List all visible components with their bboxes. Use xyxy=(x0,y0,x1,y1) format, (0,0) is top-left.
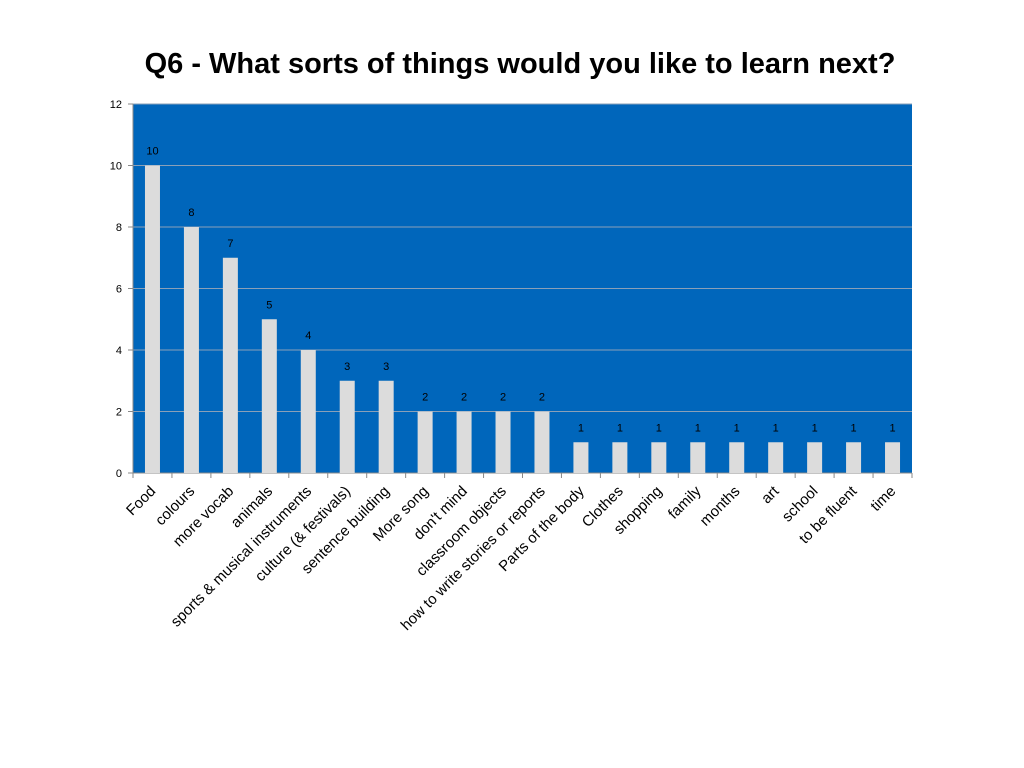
data-label: 1 xyxy=(851,422,857,434)
bar xyxy=(846,442,862,473)
bar xyxy=(534,411,550,473)
chart-title: Q6 - What sorts of things would you like… xyxy=(144,48,896,80)
y-tick-label: 4 xyxy=(116,345,122,357)
data-label: 3 xyxy=(344,361,350,373)
bar xyxy=(339,380,355,473)
data-label: 1 xyxy=(656,422,662,434)
data-label: 4 xyxy=(305,330,311,342)
y-tick-label: 10 xyxy=(110,161,122,173)
bar xyxy=(495,411,511,473)
bar xyxy=(729,442,745,473)
bar xyxy=(573,442,589,473)
category-label: months xyxy=(697,483,744,530)
data-label: 3 xyxy=(383,361,389,373)
bar xyxy=(183,227,199,473)
y-tick-label: 6 xyxy=(116,284,122,296)
bar xyxy=(651,442,667,473)
y-tick-label: 8 xyxy=(116,222,122,234)
category-label: Food xyxy=(123,483,159,519)
data-label: 2 xyxy=(500,392,506,404)
bar xyxy=(417,411,433,473)
bar xyxy=(690,442,706,473)
data-label: 2 xyxy=(539,392,545,404)
data-label: 8 xyxy=(188,207,194,219)
data-label: 5 xyxy=(266,299,272,311)
data-label: 2 xyxy=(422,392,428,404)
y-tick-label: 0 xyxy=(116,468,122,480)
bar xyxy=(456,411,472,473)
data-label: 2 xyxy=(461,392,467,404)
bar xyxy=(378,380,394,473)
data-label: 1 xyxy=(617,422,623,434)
data-label: 1 xyxy=(773,422,779,434)
y-tick-label: 12 xyxy=(110,99,122,111)
data-label: 10 xyxy=(146,146,158,158)
bar xyxy=(300,350,316,473)
data-label: 1 xyxy=(695,422,701,434)
data-label: 7 xyxy=(227,238,233,250)
bars xyxy=(144,165,901,473)
bar xyxy=(807,442,823,473)
category-label: art xyxy=(758,482,783,507)
bar xyxy=(885,442,901,473)
data-label: 1 xyxy=(812,422,818,434)
data-label: 1 xyxy=(734,422,740,434)
bar xyxy=(768,442,784,473)
bar xyxy=(222,257,238,473)
bar xyxy=(612,442,628,473)
y-tick-label: 2 xyxy=(116,407,122,419)
data-label: 1 xyxy=(889,422,895,434)
bar xyxy=(261,319,277,473)
y-axis-ticks: 0 2 4 6 8 10 12 xyxy=(110,99,133,480)
data-labels: 10 8 7 5 4 3 3 2 2 2 2 1 1 1 1 1 1 1 1 1 xyxy=(146,146,895,435)
data-label: 1 xyxy=(578,422,584,434)
category-label: time xyxy=(867,483,899,515)
bar xyxy=(144,165,160,473)
